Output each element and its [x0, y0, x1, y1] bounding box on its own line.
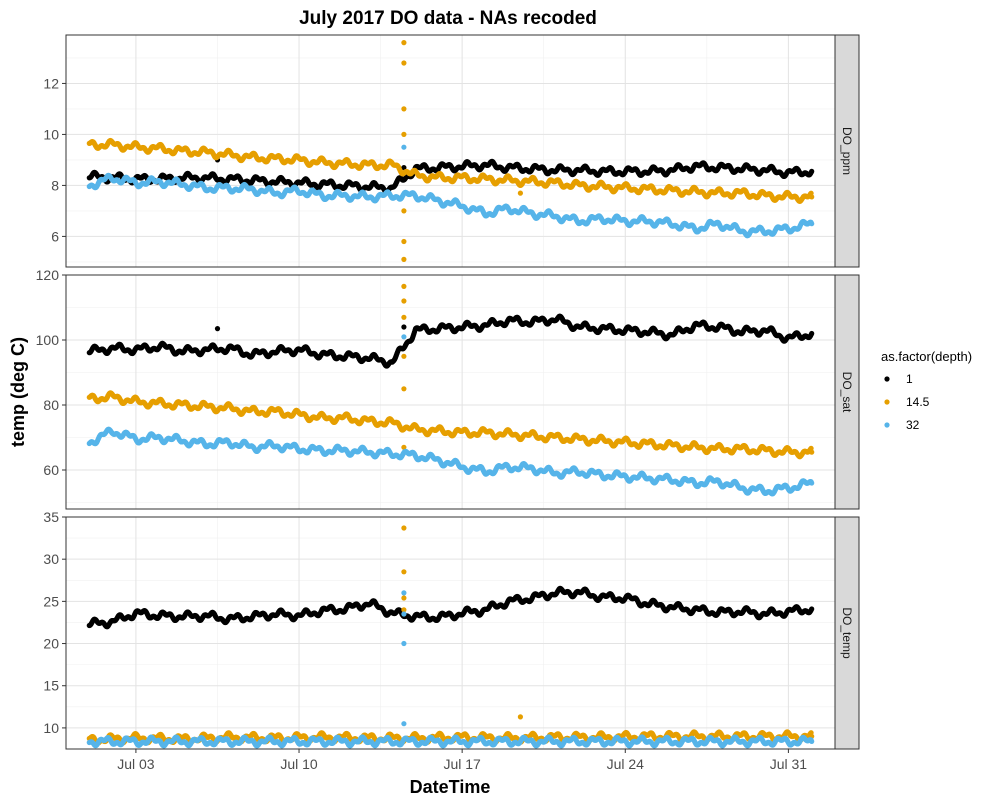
y-tick-label: 12: [43, 75, 59, 91]
data-point: [809, 169, 814, 174]
y-axis-title: temp (deg C): [8, 337, 28, 447]
data-point-outlier: [401, 132, 406, 137]
data-point-outlier: [401, 106, 406, 111]
data-point-outlier: [401, 145, 406, 150]
data-point-outlier: [401, 239, 406, 244]
x-axis-title: DateTime: [410, 777, 491, 797]
facet-strip-label: DO_ppm: [840, 127, 854, 175]
data-point: [809, 194, 814, 199]
chart-title: July 2017 DO data - NAs recoded: [299, 8, 597, 29]
data-point-outlier: [401, 40, 406, 45]
data-point: [809, 221, 814, 226]
facet-panels: DO_ppm681012DO_sat6080100120DO_temp10152…: [36, 35, 859, 772]
y-tick-label: 8: [51, 177, 59, 193]
y-tick-label: 6: [51, 228, 59, 244]
data-point-outlier: [401, 60, 406, 65]
data-point-outlier: [401, 257, 406, 262]
data-point-outlier: [401, 208, 406, 213]
facet-panel-DO_ppm: DO_ppm 6 8 10 12: [43, 35, 859, 267]
panel-background: [66, 275, 835, 509]
y-tick-label: 10: [43, 126, 59, 142]
data-point-outlier: [518, 191, 523, 196]
